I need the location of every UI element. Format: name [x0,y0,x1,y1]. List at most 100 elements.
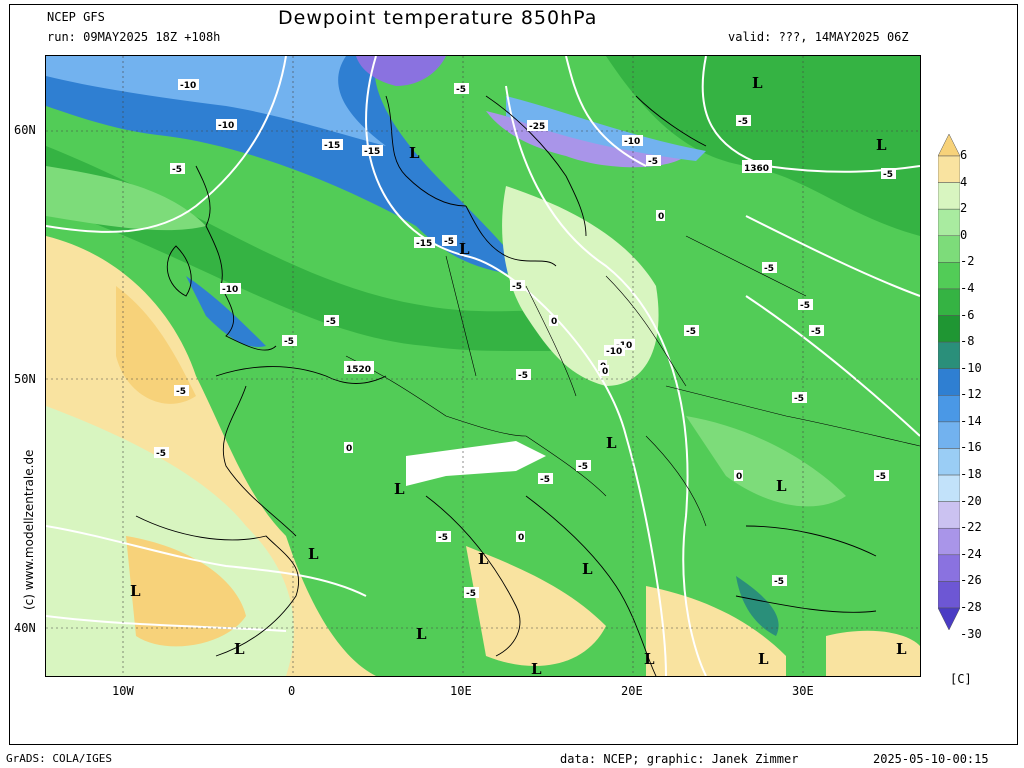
colorbar-cell [938,581,960,609]
border-5 [665,385,920,447]
pressure-label-1520-box [344,361,374,374]
contour-label: 0 [551,317,557,327]
height-contour-8 [46,525,367,597]
contour-label: -5 [540,475,550,485]
low-pressure-symbol: L [758,650,769,668]
lat-label-50n: 50N [14,372,36,386]
contour-label: -5 [648,157,658,167]
height-contour-3 [505,85,707,676]
contour-label: -25 [529,122,545,132]
colorbar-label: 6 [960,148,968,162]
low-pressure-symbol: L [606,434,617,452]
coast-iberia [135,515,300,657]
field-lightblue-baltic [506,96,706,161]
coast-italy [425,495,521,657]
contour-label: 0 [518,533,524,543]
colorbar-label: -28 [960,600,982,614]
contour-label-box [604,345,625,356]
low-pressure-symbol: L [394,480,405,498]
coast-france-west [222,385,297,537]
height-contour-4 [565,56,647,167]
contour-label: -10 [624,137,640,147]
colorbar-cell [938,527,960,556]
colorbar-label: -20 [960,493,982,508]
field-blue-uk [186,276,266,347]
contour-label-box [772,575,787,586]
contour-label: -15 [324,141,340,151]
low-pressure-symbol: L [752,74,763,92]
contour-label: -10 [180,81,196,91]
coast-denmark [465,205,557,267]
field-lightblue-north [46,56,386,146]
colorbar-label: -30 [960,626,982,641]
pressure-label-1520: 1520 [346,365,371,375]
coastlines [135,95,877,676]
field-lightgreen-uk [46,166,206,231]
run-info: run: 09MAY2025 18Z +108h [47,30,221,44]
contour-label-box [454,83,469,94]
colorbar-cell [938,421,960,449]
height-contours [46,56,920,676]
contour-label-box [614,339,635,350]
contour-label-box [324,315,339,326]
colorbar-cell [938,395,960,423]
terrain-mask-alps [406,441,546,486]
lat-label-40n: 40N [14,621,36,635]
colorbar-label: -24 [960,546,982,561]
colorbar-cell [938,341,960,369]
colorbar [938,134,960,630]
contour-label: 0 [346,444,352,454]
contour-label-box [684,325,699,336]
low-pressure-symbol: L [409,144,420,162]
border-4 [605,275,687,387]
colorbar-cell [938,208,960,237]
coast-black-sea-north [745,525,877,557]
contour-label-box [656,210,665,221]
data-credit: data: NCEP; graphic: Janek Zimmer [560,752,799,766]
colorbar-label: 2 [960,201,968,216]
grads-credit: GrADS: COLA/IGES [6,752,112,765]
contour-label-box [874,470,889,481]
contour-label: -5 [518,371,528,381]
coast-finland [635,95,707,147]
lon-label-10e: 10E [450,684,472,698]
figure-frame [9,4,1018,745]
contour-label-box [736,115,751,126]
contour-label-box [442,235,457,246]
low-pressure-symbol: L [459,240,470,258]
contour-label: -5 [883,170,893,180]
contour-label-box [516,369,531,380]
coast-norway [385,95,467,207]
contour-label-box [792,392,807,403]
contour-label-box [881,168,896,179]
contour-label: -5 [284,337,294,347]
contour-label-box [510,280,525,291]
contour-label: -5 [764,264,774,274]
colorbar-label: -26 [960,573,982,588]
lon-label-10w: 10W [112,684,134,698]
border-6 [645,435,707,527]
contour-label-box [436,531,451,542]
low-pressure-symbol: L [478,550,489,568]
colorbar-label: -4 [960,280,975,295]
contour-label-box [762,262,777,273]
contour-label-box [516,531,525,542]
contour-label-box [622,135,643,146]
coast-sweden [485,95,587,237]
watermark: (c) www.modellzentrale.de [22,449,36,610]
height-contour-9 [46,615,287,632]
height-contour-6 [745,215,920,297]
contour-label-box [170,163,185,174]
colorbar-label: -16 [960,440,982,455]
issue-timestamp: 2025-05-10-00:15 [873,752,989,766]
field-teal-black-sea [736,576,779,636]
low-pressure-symbol: L [308,545,319,563]
colorbar-label: 4 [960,174,968,189]
contour-label-box [576,460,591,471]
contour-label: -5 [686,327,696,337]
contour-label: -5 [811,327,821,337]
low-symbols: L L L L L L L L L L L L L L L L L [130,74,907,676]
field-yellow-turkey [826,630,920,676]
map-canvas: -10 -10 -15 -15 -15 -25 -10 -5 -5 -5 -10 -5 -5 0 -5 -10… [46,56,920,676]
low-pressure-symbol: L [776,477,787,495]
